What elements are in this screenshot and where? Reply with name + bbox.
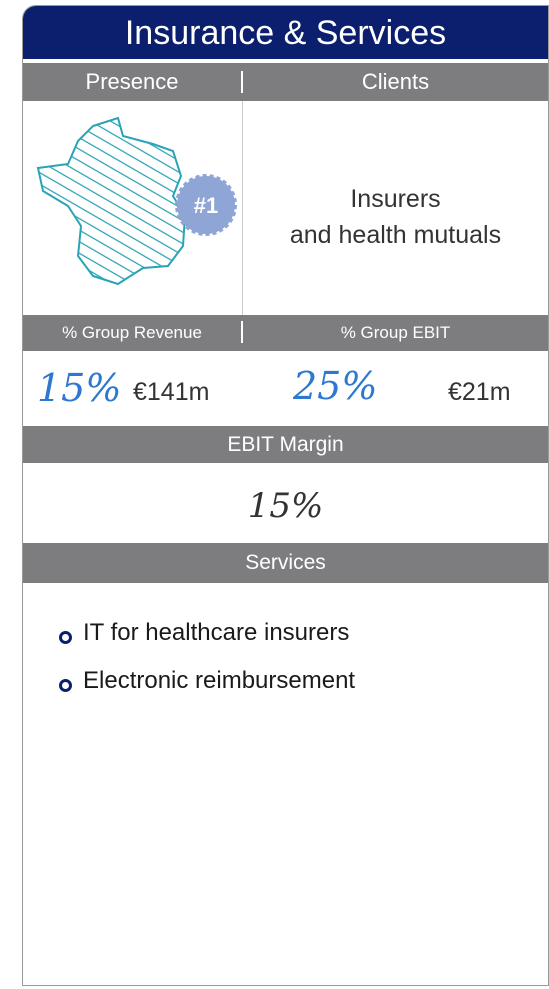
bullet xyxy=(59,679,72,692)
heading-bar: Services xyxy=(23,543,548,583)
clients-line: and health mutuals xyxy=(289,221,502,249)
bullet xyxy=(59,631,72,644)
revenue: €141m xyxy=(133,378,210,406)
card: Insurance & Services Presence Clients #1… xyxy=(22,5,549,986)
badge: #1 xyxy=(175,174,237,236)
ebit: €21m xyxy=(448,378,511,406)
service-item: IT for healthcare insurers xyxy=(83,619,350,646)
heading: Presence xyxy=(85,69,179,94)
heading-bar: % Group Revenue % Group EBIT xyxy=(23,315,548,351)
divider xyxy=(242,101,243,315)
heading: % Group EBIT xyxy=(340,323,451,342)
badge-label: #1 xyxy=(194,193,218,218)
service-item: Electronic reimbursement xyxy=(83,667,356,694)
heading-bar: EBIT Margin xyxy=(23,426,548,463)
separator xyxy=(241,71,243,93)
separator xyxy=(241,321,243,343)
heading: % Group Revenue xyxy=(62,323,202,342)
heading-bar: Presence Clients xyxy=(23,63,548,101)
ebit-share: 25% xyxy=(293,364,378,408)
france-outline xyxy=(36,116,187,286)
title: Insurance & Services xyxy=(23,6,548,59)
margin-value: 15% xyxy=(247,486,324,526)
clients: Insurers and health mutuals xyxy=(243,181,548,253)
heading: Clients xyxy=(361,69,430,94)
revenue-share: 15% xyxy=(37,366,122,410)
clients-line: Insurers xyxy=(350,185,441,213)
map: #1 xyxy=(36,116,237,286)
